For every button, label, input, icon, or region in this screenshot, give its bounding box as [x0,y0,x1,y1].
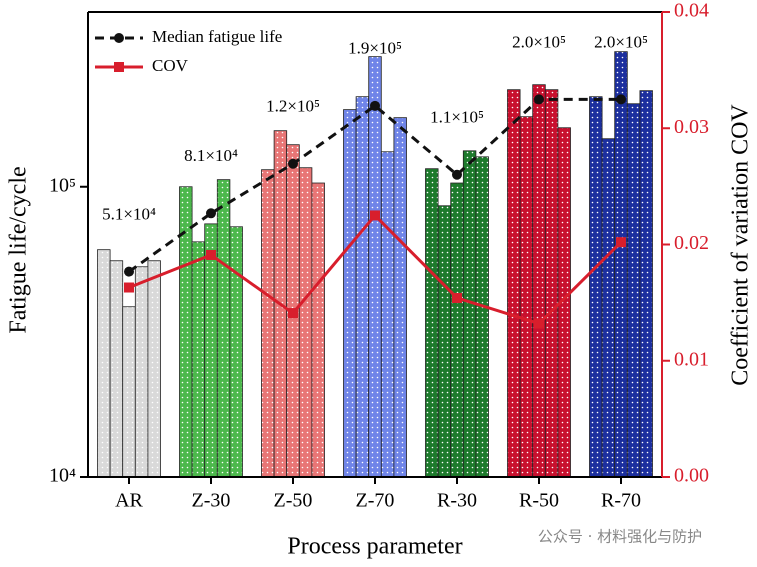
bar [601,138,616,478]
bar [179,186,193,478]
data-label: 8.1×10⁴ [184,146,238,165]
y2-axis-label: Coefficient of variation COV [728,104,754,386]
marker [206,208,216,219]
bar [97,249,111,478]
bar [311,182,325,478]
marker [370,210,380,221]
x-tick-label: Z-30 [192,490,231,512]
x-tick-label: AR [115,490,143,512]
x-tick-label: R-50 [519,490,559,512]
bar [147,260,161,478]
bar [626,103,641,478]
bar [393,117,407,478]
data-label: 1.2×10⁵ [266,97,320,116]
y2-tick-label: 0.02 [674,232,709,254]
marker [288,308,298,319]
marker [534,94,544,105]
data-label: 2.0×10⁵ [512,32,566,51]
watermark: 公众号 · 材料强化与防护 [538,528,702,546]
marker [206,249,216,260]
bar [204,223,218,478]
y-tick-label: 10⁵ [49,174,76,196]
x-tick-label: Z-70 [356,490,395,512]
bar [544,89,559,478]
y2-tick-label: 0.01 [674,348,709,370]
bar [507,89,521,478]
marker [124,282,134,293]
bar [229,226,243,478]
data-label: 1.9×10⁵ [348,39,402,58]
bar [614,51,628,478]
marker [534,318,544,329]
bar [380,151,395,478]
marker [452,169,462,180]
bar [475,156,489,478]
y-axis-label: Fatigue life/cycle [6,166,32,333]
bar [462,150,477,478]
bar [261,169,275,478]
x-axis-label: Process parameter [287,534,462,560]
marker [288,158,298,169]
bar [532,84,546,478]
bar [109,260,124,478]
x-tick-label: Z-50 [274,490,313,512]
bar [355,96,370,478]
bar [343,109,357,478]
marker [370,100,380,111]
marker [616,94,626,105]
data-label: 2.0×10⁵ [594,32,648,51]
marker [616,237,626,248]
bar [639,90,653,478]
data-label: 5.1×10⁴ [102,205,156,224]
legend-marker [114,33,124,43]
bar [298,167,313,478]
bar [519,116,534,478]
x-tick-label: R-30 [437,490,477,512]
bar [589,96,603,478]
bar [216,179,231,478]
marker [452,292,462,303]
legend-marker [114,62,124,72]
y-tick-label: 10⁴ [49,465,76,487]
x-tick-label: R-70 [601,490,641,512]
y2-tick-label: 0.00 [674,465,709,487]
data-label: 1.1×10⁵ [430,108,484,127]
legend-label: COV [152,56,189,75]
bar [368,56,382,478]
y2-tick-label: 0.04 [674,0,709,22]
bar [122,306,136,478]
bar [437,205,452,478]
y2-tick-label: 0.03 [674,116,709,138]
legend-label: Median fatigue life [152,27,282,46]
marker [124,266,134,277]
bar [191,241,206,478]
bar [425,168,439,478]
bar [134,266,149,478]
bar [450,182,464,478]
